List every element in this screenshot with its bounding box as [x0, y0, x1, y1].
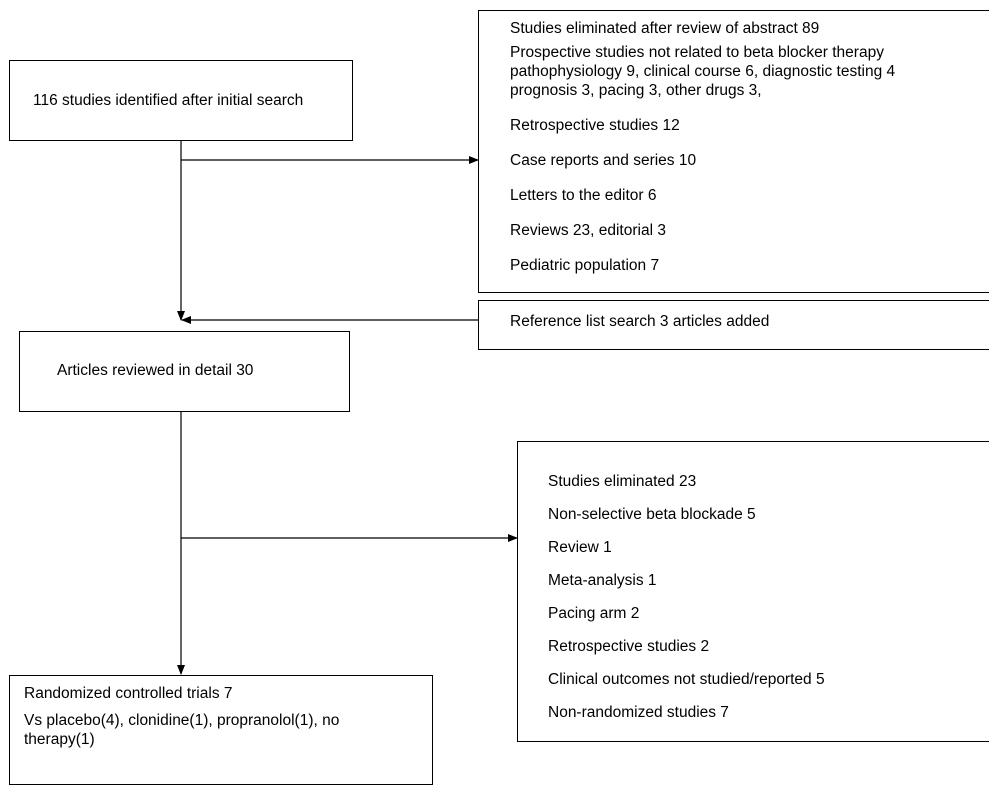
detail-elimination-line: Clinical outcomes not studied/reported 5	[548, 671, 825, 688]
rct-detail-line: therapy(1)	[24, 731, 95, 748]
rct-detail-line: Vs placebo(4), clonidine(1), propranolol…	[24, 712, 340, 729]
abstract-elimination-line: Prospective studies not related to beta …	[510, 44, 884, 61]
abstract-elimination-line: Letters to the editor 6	[510, 187, 657, 204]
reference-search-text: Reference list search 3 articles added	[510, 313, 770, 330]
detail-elimination-line: Pacing arm 2	[548, 605, 640, 622]
abstract-elimination-box: Studies eliminated after review of abstr…	[478, 10, 989, 293]
detail-elimination-line: Review 1	[548, 539, 612, 556]
abstract-elimination-line: Case reports and series 10	[510, 152, 697, 169]
rct-heading: Randomized controlled trials 7	[24, 685, 233, 702]
detail-elimination-line: Non-randomized studies 7	[548, 704, 729, 721]
initial-search-text: 116 studies identified after initial sea…	[33, 92, 304, 109]
detail-elimination-line: Retrospective studies 2	[548, 638, 710, 655]
detail-elimination-line: Non-selective beta blockade 5	[548, 506, 756, 523]
abstract-elimination-line: pathophysiology 9, clinical course 6, di…	[510, 63, 896, 80]
detail-elimination-box: Studies eliminated 23 Non-selective beta…	[517, 441, 989, 742]
detail-elimination-heading: Studies eliminated 23	[548, 473, 697, 490]
reference-search-box: Reference list search 3 articles added	[478, 300, 989, 350]
detailed-review-text: Articles reviewed in detail 30	[57, 362, 254, 379]
rct-box: Randomized controlled trials 7 Vs placeb…	[9, 675, 433, 785]
abstract-elimination-line: prognosis 3, pacing 3, other drugs 3,	[510, 82, 762, 99]
abstract-elimination-line: Pediatric population 7	[510, 257, 660, 274]
abstract-elimination-line: Retrospective studies 12	[510, 117, 680, 134]
abstract-elimination-line: Reviews 23, editorial 3	[510, 222, 666, 239]
detail-elimination-line: Meta-analysis 1	[548, 572, 657, 589]
initial-search-box: 116 studies identified after initial sea…	[9, 60, 353, 141]
detailed-review-box: Articles reviewed in detail 30	[19, 331, 350, 412]
abstract-elimination-heading: Studies eliminated after review of abstr…	[510, 20, 820, 37]
